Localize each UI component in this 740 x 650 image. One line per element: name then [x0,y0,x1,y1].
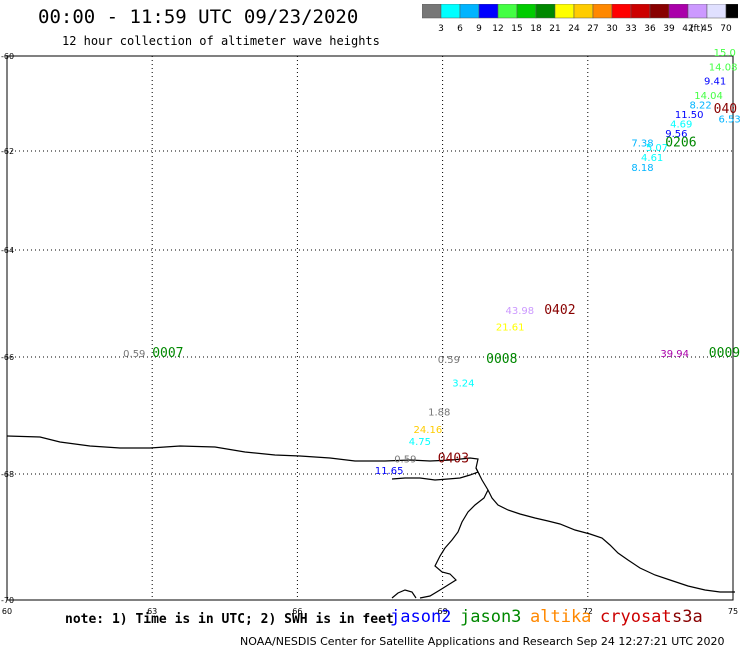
latitude-label: -66 [1,353,14,362]
legend-label: 27 [587,24,598,34]
wave-height-value: 0.59 [123,349,145,360]
wave-height-value: 8.18 [631,163,653,174]
track-id-label: 0009 [709,346,740,361]
wave-height-value: 8.22 [689,100,711,111]
legend-label: 3 [438,24,444,34]
legend-label: 18 [530,24,542,34]
satellite-name: jason3 [460,607,522,627]
longitude-label: 60 [2,607,12,616]
legend-label: 33 [625,24,636,34]
longitude-label: 75 [728,607,738,616]
longitude-label: 72 [583,607,593,616]
satellite-name: cryosat [600,607,672,627]
legend-label: (ft) [690,24,704,34]
wave-height-value: 11.50 [675,110,704,121]
latitude-label: -62 [1,147,14,156]
legend-label: 6 [457,24,463,34]
wave-height-value: 1.88 [428,408,450,419]
latitude-label: -70 [1,596,14,605]
legend-label: 12 [492,24,503,34]
map-frame [6,55,734,601]
wave-height-value: 6.53 [718,115,740,126]
kerguelen-coast-inner [419,489,489,599]
wave-height-value: 5.07 [646,143,668,154]
wave-height-value: 11.65 [375,466,404,477]
prydz-coast-fragment [391,589,417,599]
wave-height-value: 9.56 [665,129,687,140]
legend-label: 30 [606,24,618,34]
legend-label: 9 [476,24,482,34]
wave-height-value: 4.69 [670,119,692,130]
footer-note: note: 1) Time is in UTC; 2) SWH is in fe… [65,612,394,627]
longitude-label: 66 [292,607,302,616]
latitude-label: -64 [1,246,14,255]
wave-height-value: 24.16 [414,425,443,436]
track-id-label: 040 [714,102,737,117]
map-subtitle: 12 hour collection of altimeter wave hei… [62,34,380,48]
latitude-label: -68 [1,470,14,479]
wave-height-value: 4.75 [409,437,431,448]
legend-label: 24 [568,24,580,34]
track-labels: 0206 040 0402 0007 0008 0009 0403 [152,102,740,466]
wave-height-value: 39.94 [660,349,689,360]
satellite-name: altika [530,607,592,627]
antarctic-coastline [6,435,479,481]
wave-height-value: 0.59 [394,454,416,465]
longitude-label: 63 [147,607,157,616]
legend-label: 45 [701,24,712,34]
wave-height-value: 14.04 [694,91,723,102]
legend-label: 70 [720,24,732,34]
credit-line: NOAA/NESDIS Center for Satellite Applica… [240,635,725,648]
wave-height-color-legend: 3 6 9 12 15 18 21 24 27 30 33 36 39 42 45 70(ft) [422,4,738,34]
wave-height-value: 21.61 [496,322,525,333]
wave-height-value: 3.24 [452,378,474,389]
kerguelen-coast-east [475,467,735,593]
track-id-label: 0206 [665,135,696,150]
axis-labels: -60 -62 -64 -66 -68 -70 60 63 66 69 72 75 [1,52,738,616]
wave-height-value: 0.59 [438,355,460,366]
legend-label: 15 [511,24,522,34]
map-grid [6,55,734,601]
legend-label: 21 [549,24,560,34]
satellite-name: jason2 [390,607,452,627]
wave-height-value: 43.98 [506,306,535,317]
legend-label: 39 [663,24,675,34]
latitude-label: -60 [1,52,14,61]
track-id-label: 0007 [152,346,183,361]
wave-height-value: 15.0 [714,48,736,59]
track-id-label: 0402 [544,303,575,318]
wave-height-value: 14.08 [709,62,738,73]
legend-swatch [725,4,738,19]
legend-label: 42 [682,24,693,34]
track-id-label: 0403 [438,451,469,466]
map-title: 00:00 - 11:59 UTC 09/23/2020 [38,6,359,28]
track-id-label: 0008 [486,352,517,367]
longitude-label: 69 [438,607,448,616]
wave-height-value: 9.41 [704,77,726,88]
wave-height-value: 4.61 [641,153,663,164]
legend-label: 36 [644,24,656,34]
satellite-name: s3a [672,607,703,627]
wave-height-value: 7.38 [631,138,653,149]
